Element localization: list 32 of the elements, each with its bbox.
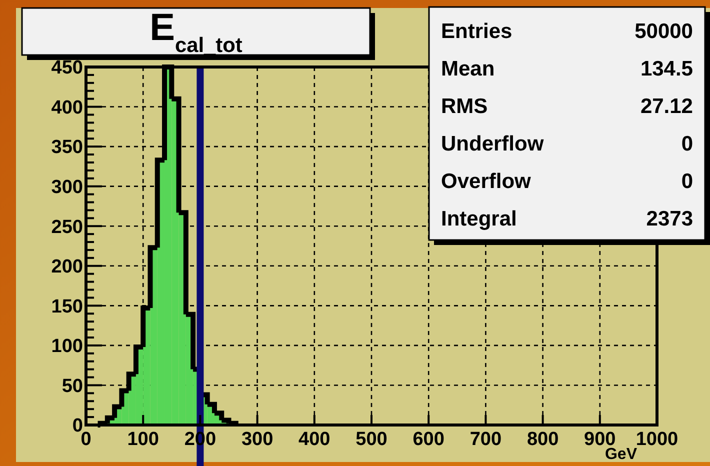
x-tick-label: 700 [470,429,502,450]
annotation: Mean [441,58,495,80]
y-tick-label: 150 [51,296,83,318]
x-tick-label: 100 [127,429,159,450]
y-tick-label: 300 [51,176,83,198]
y-tick-label: 0 [72,416,83,437]
text: 50000 [634,20,693,43]
annotation: 134.5 [640,58,694,80]
annotation: Underflow [441,132,544,156]
y-tick-label: 50 [62,376,83,397]
x-tick-label: 600 [412,429,444,450]
x-tick-label: 500 [356,429,388,450]
x-tick-label: 800 [526,429,559,450]
text: 0 [681,170,693,193]
y-tick-label: 400 [51,97,83,118]
annotation: 27.12 [640,95,693,118]
text: Entries [441,20,512,43]
x-tick-label: 400 [298,429,330,450]
chart-title: E$_{cal_tot}$ [150,7,242,57]
y-tick-label: 450 [51,58,83,79]
text: 0 [681,132,693,156]
y-tick-label: 200 [51,256,83,278]
annotation: RMS [441,95,488,118]
y-tick-label: 100 [51,336,83,358]
y-tick-label: 250 [51,216,83,238]
annotation: 2373 [646,208,693,230]
annotation: Integral [441,208,517,230]
x-tick-label: 1000 [636,429,678,450]
y-tick-label: 350 [51,137,83,158]
x-axis-title: GeV [604,446,638,463]
annotation: Overflow [441,170,532,193]
x-tick-label: 300 [241,429,274,450]
